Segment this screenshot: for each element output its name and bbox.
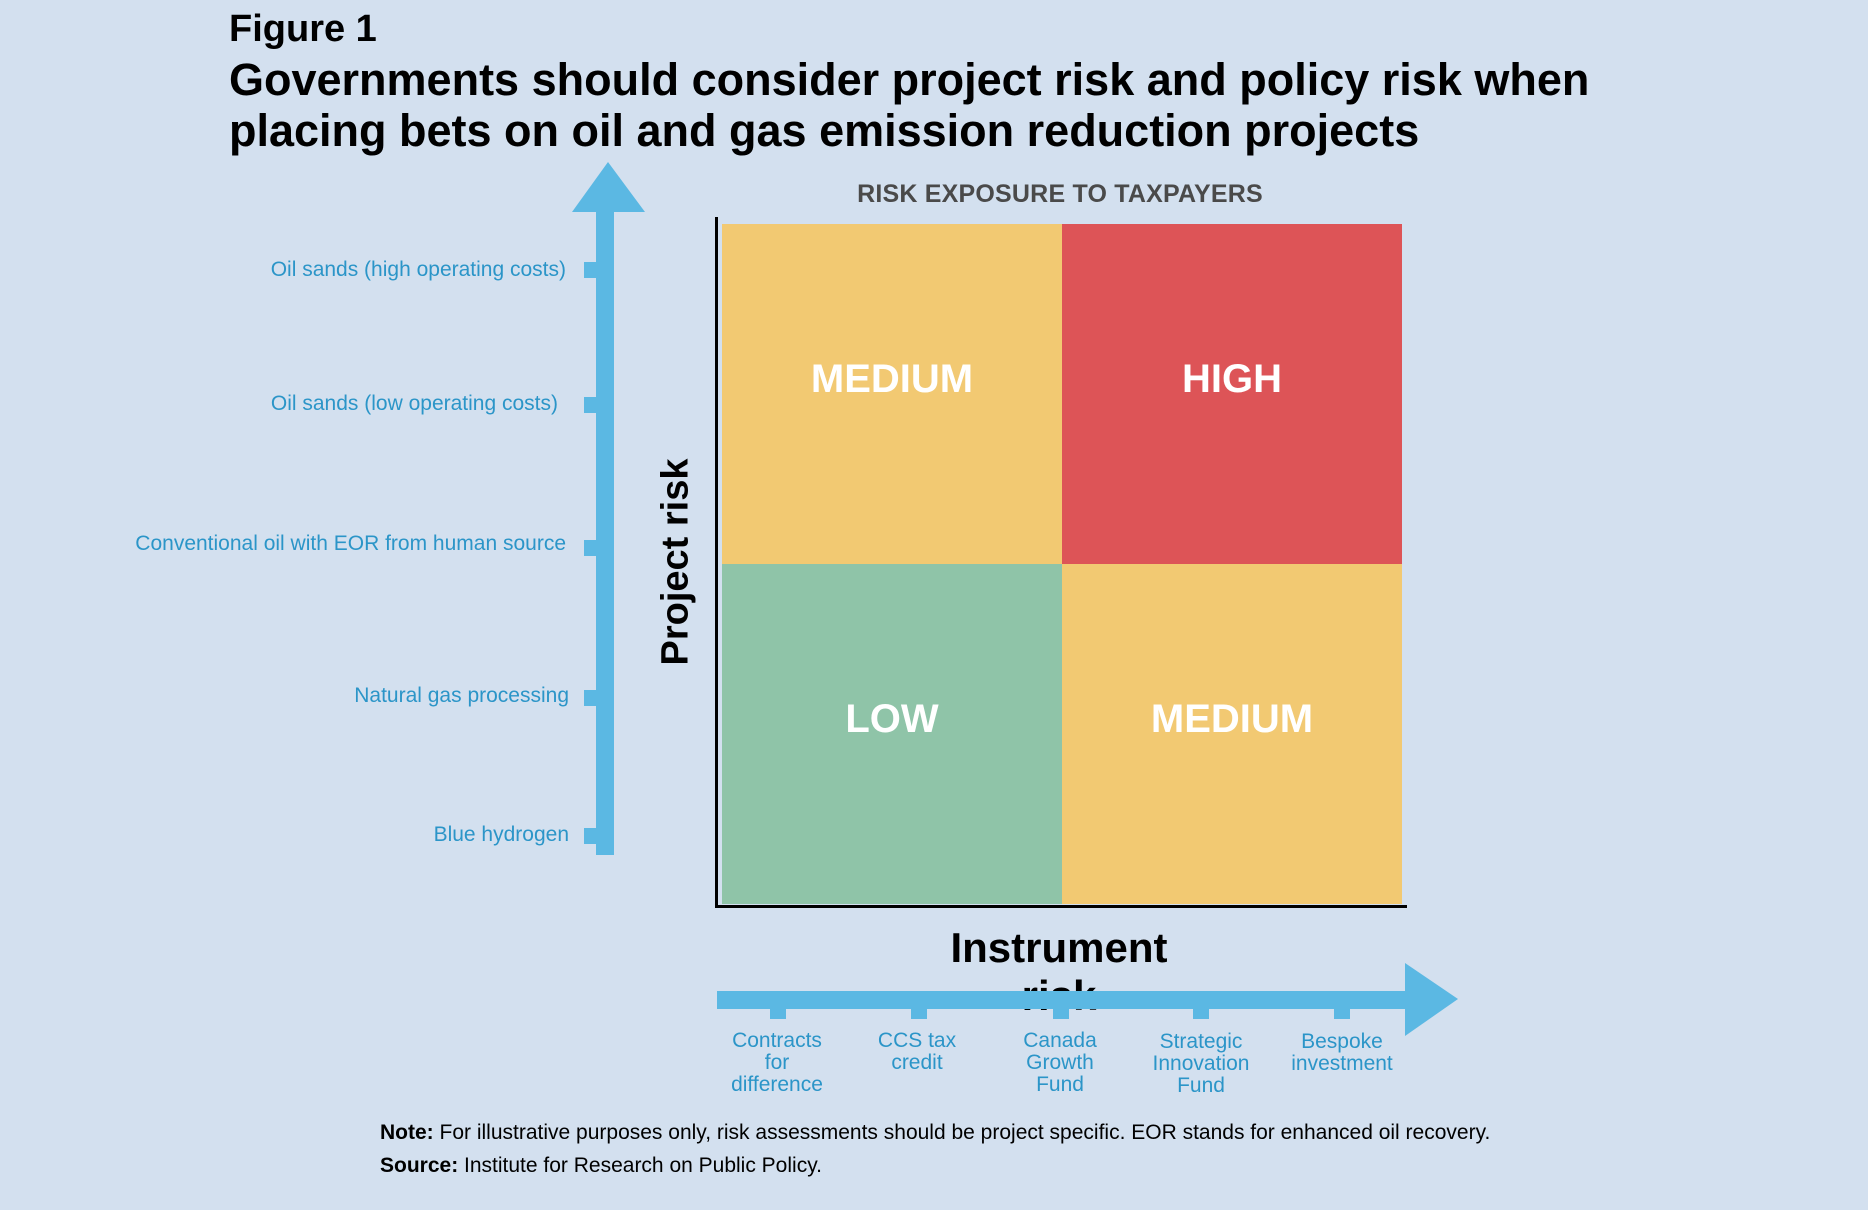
y-tick (584, 828, 598, 844)
risk-level-label: LOW (845, 696, 939, 741)
risk-level-label: MEDIUM (1150, 696, 1314, 741)
y-axis-title: Project risk (654, 458, 697, 666)
project-risk-arrow-shaft (596, 210, 614, 855)
risk-cell-project-low-instrument-low: LOW (722, 564, 1062, 904)
x-label-ccs-tax-credit: CCS tax credit (877, 1029, 957, 1074)
source-text: Institute for Research on Public Policy. (458, 1154, 822, 1177)
matrix-title: RISK EXPOSURE TO TAXPAYERS (857, 180, 1263, 208)
project-risk-arrow (572, 162, 645, 855)
y-tick (584, 262, 598, 278)
y-label-oil-sands-high: Oil sands (high operating costs) (270, 258, 566, 281)
matrix-y-axis-line (715, 217, 718, 908)
source: Source: Institute for Research on Public… (380, 1154, 822, 1178)
risk-level-label: HIGH (1182, 356, 1282, 401)
instrument-risk-arrow (717, 963, 1458, 1036)
project-risk-arrowhead (572, 162, 645, 212)
y-label-natural-gas-processing: Natural gas processing (354, 684, 569, 707)
y-tick (584, 540, 598, 556)
figure-label: Figure 1 (229, 8, 377, 50)
x-tick (770, 1005, 786, 1019)
note-text: For illustrative purposes only, risk ass… (433, 1121, 1491, 1144)
x-tick (911, 1005, 927, 1019)
y-tick (584, 690, 598, 706)
source-label: Source: (380, 1154, 459, 1177)
x-tick (1334, 1005, 1350, 1019)
x-tick (1193, 1005, 1209, 1019)
y-label-oil-sands-low: Oil sands (low operating costs) (270, 392, 558, 415)
note: Note: For illustrative purposes only, ri… (380, 1121, 1490, 1145)
x-label-bespoke-investment: Bespoke investment (1291, 1030, 1393, 1075)
instrument-risk-arrow-shaft (717, 991, 1417, 1009)
figure-title: Governments should consider project risk… (229, 54, 1590, 156)
x-label-strategic-innovation-fund: Strategic Innovation Fund (1152, 1030, 1250, 1097)
risk-cell-project-high-instrument-high: HIGH (1062, 224, 1402, 564)
risk-cell-project-low-instrument-high: MEDIUM (1062, 564, 1402, 904)
y-label-conventional-oil-eor: Conventional oil with EOR from human sou… (135, 532, 566, 555)
matrix-x-axis-line (715, 905, 1407, 908)
x-tick (1053, 1005, 1069, 1019)
risk-cell-project-high-instrument-low: MEDIUM (722, 224, 1062, 564)
y-label-blue-hydrogen: Blue hydrogen (433, 823, 569, 846)
y-tick (584, 397, 598, 413)
note-label: Note: (380, 1121, 434, 1144)
risk-level-label: MEDIUM (810, 356, 974, 401)
x-label-canada-growth-fund: Canada Growth Fund (1023, 1029, 1097, 1096)
instrument-risk-arrowhead (1405, 963, 1458, 1036)
x-label-contracts-for-difference: Contracts for difference (731, 1029, 823, 1096)
